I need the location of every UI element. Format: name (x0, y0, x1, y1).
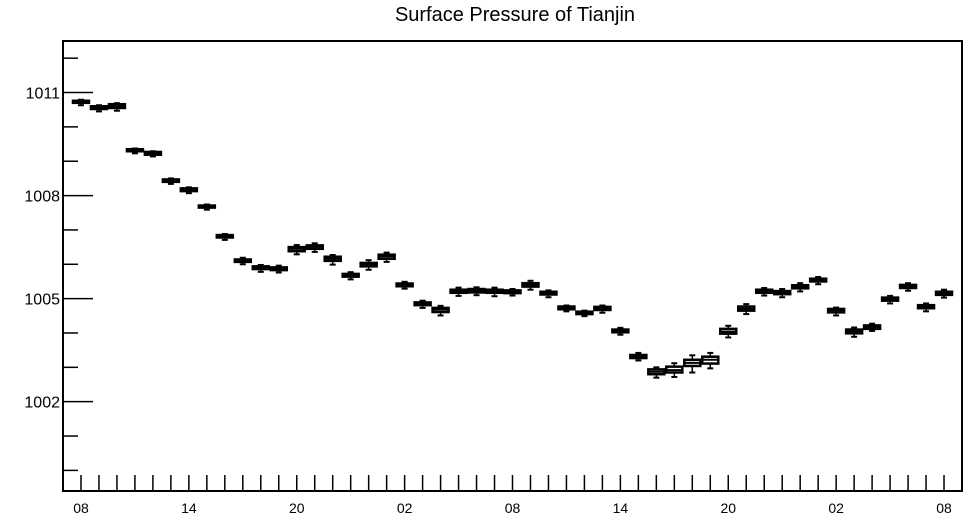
y-tick-label: 1005 (24, 292, 60, 309)
chart-title: Surface Pressure of Tianjin (394, 4, 636, 26)
plot-frame (62, 40, 963, 492)
box (593, 304, 612, 314)
box (125, 147, 145, 155)
box-series (71, 98, 954, 379)
y-tick-label: 1008 (24, 189, 60, 206)
box (934, 288, 954, 299)
box (251, 263, 271, 273)
box (377, 251, 396, 263)
y-axis: 1002 1005 1008 1011 (24, 57, 93, 472)
box (179, 186, 199, 195)
box (665, 362, 684, 378)
box (557, 304, 576, 313)
box (844, 326, 864, 338)
y-tick-label: 1002 (24, 395, 60, 412)
box (323, 254, 342, 266)
box (395, 280, 414, 290)
box (898, 282, 918, 292)
box (143, 150, 163, 158)
box (719, 324, 738, 339)
box (629, 351, 648, 362)
box (539, 289, 558, 299)
box (413, 299, 432, 309)
box (611, 326, 630, 336)
box (467, 286, 486, 297)
x-tick-label: 08 (936, 500, 952, 516)
box (215, 233, 235, 241)
box (107, 102, 127, 112)
box (862, 322, 882, 332)
box (701, 351, 720, 370)
box (683, 354, 702, 374)
box (736, 303, 756, 316)
box (197, 203, 217, 211)
x-tick-label: 02 (397, 500, 413, 516)
box (269, 264, 289, 274)
box (89, 104, 109, 113)
box (916, 302, 936, 313)
box (287, 244, 306, 256)
box (808, 275, 828, 286)
box (880, 294, 900, 305)
box (71, 98, 91, 107)
box (341, 271, 360, 281)
box (449, 286, 468, 297)
box (521, 279, 540, 291)
box (754, 286, 774, 297)
x-tick-label: 08 (505, 500, 521, 516)
box (485, 286, 504, 298)
box (790, 282, 810, 293)
box (233, 256, 253, 266)
x-tick-label: 14 (181, 500, 197, 516)
box (826, 306, 846, 317)
box (431, 304, 450, 317)
box (575, 309, 594, 318)
x-tick-label: 08 (73, 500, 89, 516)
box (359, 259, 378, 271)
x-tick-label: 02 (828, 500, 844, 516)
box (503, 288, 522, 297)
box (772, 288, 792, 299)
x-tick-label: 20 (720, 500, 736, 516)
box (305, 242, 324, 253)
x-tick-label: 14 (613, 500, 629, 516)
x-tick-label: 20 (289, 500, 305, 516)
y-tick-label: 1011 (26, 86, 61, 103)
x-axis: 08 14 20 02 08 14 20 02 08 (73, 475, 952, 516)
box (647, 366, 666, 379)
box (161, 177, 181, 185)
